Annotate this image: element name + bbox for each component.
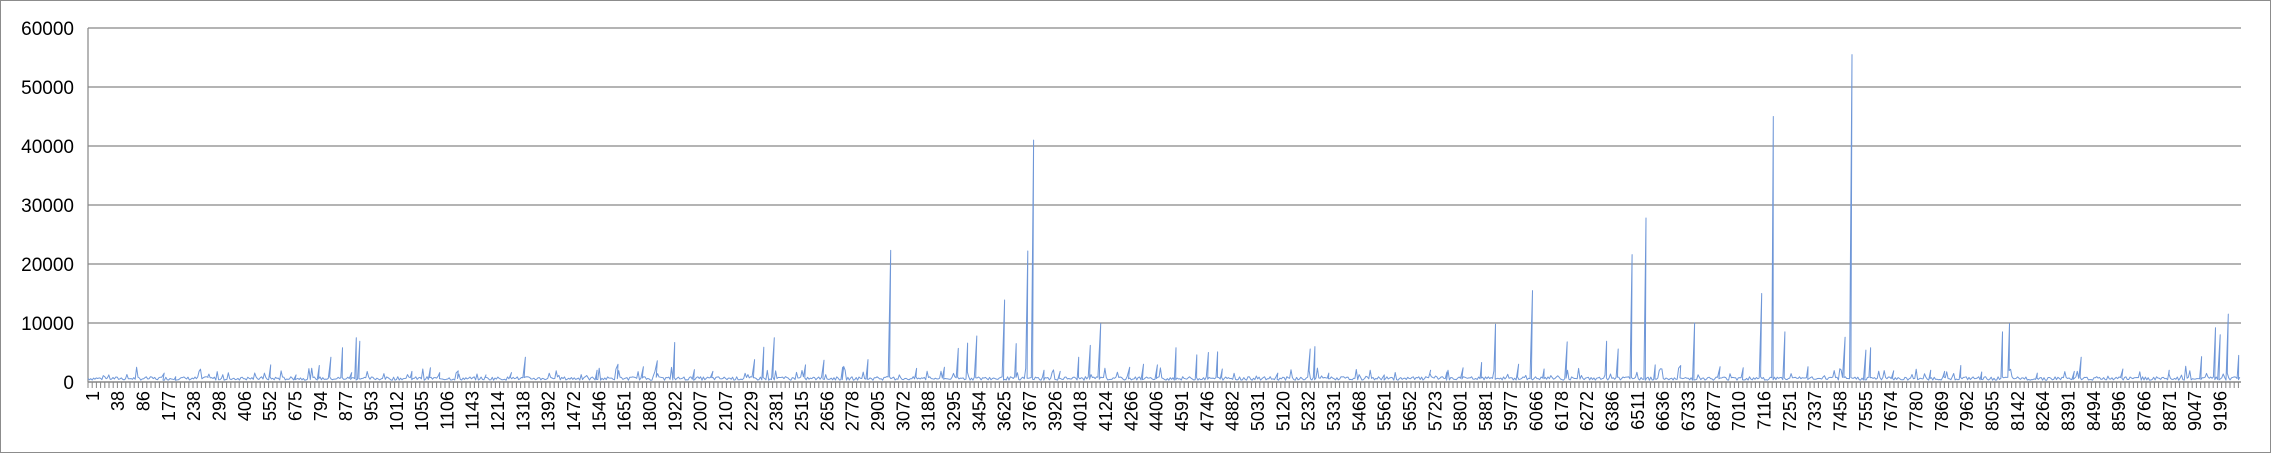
x-tick-label-41: 4266 xyxy=(1121,391,1141,431)
x-tick-label-55: 5881 xyxy=(1476,391,1496,431)
x-tick-label-8: 675 xyxy=(285,391,305,421)
y-tick-label-5: 50000 xyxy=(21,78,74,99)
x-tick-label-19: 1472 xyxy=(564,391,584,431)
x-tick-label-67: 7251 xyxy=(1780,391,1800,431)
x-tick-label-65: 7010 xyxy=(1729,391,1749,431)
x-tick-label-75: 8055 xyxy=(1982,391,2002,431)
x-tick-label-56: 5977 xyxy=(1501,391,1521,431)
x-tick-label-62: 6636 xyxy=(1653,391,1673,431)
x-tick-label-70: 7555 xyxy=(1856,391,1876,431)
x-tick-label-6: 406 xyxy=(235,391,255,421)
x-tick-label-45: 4882 xyxy=(1223,391,1243,431)
x-tick-label-52: 5652 xyxy=(1400,391,1420,431)
x-tick-label-84: 9196 xyxy=(2210,391,2230,431)
x-tick-label-57: 6066 xyxy=(1527,391,1547,431)
x-tick-label-61: 6511 xyxy=(1628,391,1648,430)
x-tick-label-72: 7780 xyxy=(1906,391,1926,431)
y-tick-label-1: 10000 xyxy=(21,314,74,335)
x-tick-label-28: 2515 xyxy=(792,391,812,431)
x-tick-label-82: 8871 xyxy=(2160,391,2180,431)
x-tick-label-53: 5723 xyxy=(1425,391,1445,431)
x-tick-label-39: 4018 xyxy=(1071,391,1091,431)
x-tick-label-44: 4746 xyxy=(1197,391,1217,431)
x-tick-label-18: 1392 xyxy=(539,391,559,431)
x-tick-label-12: 1012 xyxy=(387,391,407,431)
x-tick-label-11: 953 xyxy=(361,391,381,421)
x-tick-label-36: 3625 xyxy=(995,391,1015,431)
x-tick-label-79: 8494 xyxy=(2084,391,2104,431)
x-tick-label-23: 1922 xyxy=(665,391,685,431)
x-tick-label-30: 2778 xyxy=(843,391,863,431)
x-tick-label-60: 6386 xyxy=(1603,391,1623,431)
x-tick-label-17: 1318 xyxy=(513,391,533,431)
x-tick-label-9: 794 xyxy=(311,391,331,421)
x-tick-label-5: 298 xyxy=(209,391,229,421)
x-tick-label-58: 6178 xyxy=(1552,391,1572,431)
x-tick-label-24: 2007 xyxy=(691,391,711,431)
x-tick-label-13: 1055 xyxy=(412,391,432,431)
x-tick-label-29: 2656 xyxy=(817,391,837,431)
x-tick-label-78: 8391 xyxy=(2058,391,2078,431)
x-tick-label-48: 5232 xyxy=(1299,391,1319,431)
y-tick-label-3: 30000 xyxy=(21,196,74,217)
x-tick-label-77: 8264 xyxy=(2033,391,2053,431)
x-tick-label-27: 2381 xyxy=(767,391,787,431)
x-tick-label-14: 1106 xyxy=(437,391,457,430)
y-tick-label-2: 20000 xyxy=(21,255,74,276)
x-tick-label-33: 3188 xyxy=(919,391,939,431)
x-tick-marks xyxy=(87,382,2239,388)
x-tick-label-76: 8142 xyxy=(2008,391,2028,431)
x-tick-label-26: 2229 xyxy=(741,391,761,431)
x-tick-label-47: 5120 xyxy=(1273,391,1293,431)
x-tick-label-50: 5468 xyxy=(1349,391,1369,431)
x-tick-label-46: 5031 xyxy=(1248,391,1268,431)
y-tick-label-4: 40000 xyxy=(21,137,74,158)
x-tick-label-37: 3767 xyxy=(1020,391,1040,431)
series-line xyxy=(87,54,2241,381)
x-tick-label-38: 3926 xyxy=(1045,391,1065,431)
x-tick-label-3: 177 xyxy=(159,391,179,421)
x-tick-label-21: 1651 xyxy=(615,391,635,431)
x-tick-label-40: 4124 xyxy=(1096,391,1116,431)
x-tick-label-16: 1214 xyxy=(488,391,508,431)
x-tick-label-51: 5561 xyxy=(1375,391,1395,431)
x-tick-label-20: 1546 xyxy=(589,391,609,431)
x-tick-label-69: 7458 xyxy=(1830,391,1850,431)
x-tick-label-34: 3295 xyxy=(944,391,964,431)
x-tick-label-35: 3454 xyxy=(969,391,989,431)
x-tick-label-64: 6877 xyxy=(1704,391,1724,431)
x-tick-label-0: 1 xyxy=(83,391,103,401)
x-tick-label-22: 1808 xyxy=(640,391,660,431)
x-tick-label-74: 7962 xyxy=(1957,391,1977,431)
x-tick-label-54: 5801 xyxy=(1451,391,1471,431)
x-tick-label-43: 4591 xyxy=(1172,391,1192,431)
x-tick-label-49: 5331 xyxy=(1324,391,1344,431)
x-tick-label-63: 6733 xyxy=(1679,391,1699,431)
x-tick-label-68: 7337 xyxy=(1805,391,1825,431)
x-tick-label-66: 7116 xyxy=(1754,391,1774,430)
x-tick-label-1: 38 xyxy=(108,391,128,411)
x-tick-label-25: 2107 xyxy=(716,391,736,431)
x-tick-label-42: 4406 xyxy=(1147,391,1167,431)
x-tick-label-7: 552 xyxy=(260,391,280,421)
x-tick-label-80: 8596 xyxy=(2109,391,2129,431)
x-tick-label-59: 6272 xyxy=(1577,391,1597,431)
x-tick-label-71: 7674 xyxy=(1881,391,1901,431)
x-tick-label-4: 238 xyxy=(184,391,204,421)
y-tick-label-6: 60000 xyxy=(21,19,74,40)
x-tick-label-81: 8766 xyxy=(2134,391,2154,431)
x-tick-label-31: 2905 xyxy=(868,391,888,431)
x-tick-label-10: 877 xyxy=(336,391,356,421)
x-tick-label-73: 7869 xyxy=(1932,391,1952,431)
x-tick-label-15: 1143 xyxy=(463,391,483,430)
x-tick-label-83: 9047 xyxy=(2185,391,2205,431)
y-tick-label-0: 0 xyxy=(63,373,74,394)
x-tick-label-2: 86 xyxy=(133,391,153,411)
x-tick-label-32: 3072 xyxy=(893,391,913,431)
